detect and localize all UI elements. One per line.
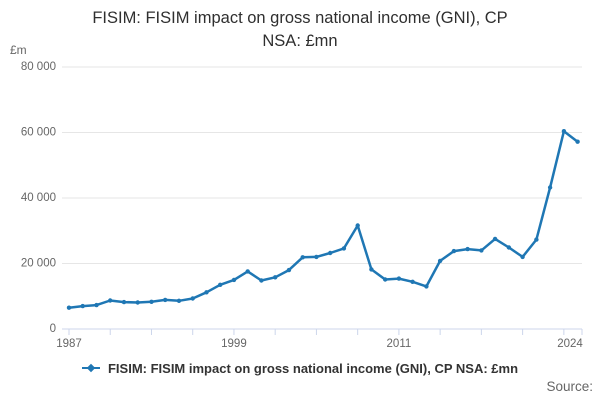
data-point-marker[interactable] bbox=[328, 250, 333, 256]
x-axis-tick-label: 2024 bbox=[557, 338, 583, 350]
data-point-marker[interactable] bbox=[259, 278, 264, 283]
y-axis-tick-label: 40 000 bbox=[21, 192, 56, 204]
data-point-marker[interactable] bbox=[80, 303, 85, 309]
data-point-marker[interactable] bbox=[204, 290, 209, 295]
data-point-marker[interactable] bbox=[575, 139, 580, 144]
data-point-marker[interactable] bbox=[135, 300, 140, 305]
data-point-marker[interactable] bbox=[218, 282, 223, 287]
data-point-marker[interactable] bbox=[314, 254, 319, 260]
legend-label: FISIM: FISIM impact on gross national in… bbox=[107, 360, 519, 376]
data-point-marker[interactable] bbox=[520, 254, 525, 260]
data-point-marker[interactable] bbox=[424, 284, 429, 289]
data-point-marker[interactable] bbox=[176, 298, 182, 303]
chart-title: FISIM: FISIM impact on gross national in… bbox=[0, 7, 600, 53]
data-point-marker[interactable] bbox=[410, 279, 415, 284]
data-point-marker[interactable] bbox=[286, 267, 292, 273]
x-axis-tick-label: 1999 bbox=[221, 338, 247, 350]
data-point-marker[interactable] bbox=[245, 269, 250, 274]
data-point-marker[interactable] bbox=[121, 299, 127, 305]
data-point-marker[interactable] bbox=[534, 237, 539, 242]
data-point-marker[interactable] bbox=[561, 129, 567, 134]
data-point-marker[interactable] bbox=[396, 276, 402, 281]
data-point-marker[interactable] bbox=[465, 246, 470, 252]
y-axis-tick-label: 60 000 bbox=[21, 127, 56, 139]
data-point-marker[interactable] bbox=[231, 277, 237, 283]
data-point-marker[interactable] bbox=[108, 298, 113, 303]
x-axis-tick-label: 2011 bbox=[387, 338, 412, 350]
legend-line-marker-icon bbox=[81, 363, 100, 373]
data-point-marker[interactable] bbox=[492, 236, 498, 242]
source-label: Source: bbox=[546, 379, 593, 394]
data-point-marker[interactable] bbox=[66, 305, 72, 310]
data-point-marker[interactable] bbox=[94, 302, 99, 308]
data-point-marker[interactable] bbox=[479, 248, 484, 253]
data-point-marker[interactable] bbox=[451, 248, 457, 254]
data-point-marker[interactable] bbox=[149, 299, 154, 304]
legend-item-fisim[interactable]: FISIM: FISIM impact on gross national in… bbox=[0, 358, 600, 378]
chart-title-line-1: FISIM: FISIM impact on gross national in… bbox=[92, 9, 508, 27]
data-point-marker[interactable] bbox=[383, 277, 388, 282]
data-point-marker[interactable] bbox=[355, 223, 360, 228]
data-point-marker[interactable] bbox=[190, 296, 195, 301]
y-axis-tick-label: 0 bbox=[50, 323, 56, 335]
y-axis-unit-label: £m bbox=[10, 43, 27, 57]
data-point-marker[interactable] bbox=[437, 258, 443, 264]
data-point-marker[interactable] bbox=[369, 267, 374, 272]
data-point-marker[interactable] bbox=[273, 275, 278, 280]
fisim-line-series bbox=[67, 129, 579, 309]
data-point-marker[interactable] bbox=[300, 255, 305, 260]
data-point-marker[interactable] bbox=[547, 185, 553, 190]
data-point-marker[interactable] bbox=[341, 246, 347, 251]
x-axis-tick-label: 1987 bbox=[56, 338, 82, 350]
data-point-marker[interactable] bbox=[506, 245, 512, 250]
data-point-marker[interactable] bbox=[163, 297, 168, 303]
y-axis-tick-label: 80 000 bbox=[21, 61, 56, 73]
chart-title-line-2: NSA: £mn bbox=[262, 32, 338, 50]
y-axis-tick-label: 20 000 bbox=[21, 258, 56, 270]
